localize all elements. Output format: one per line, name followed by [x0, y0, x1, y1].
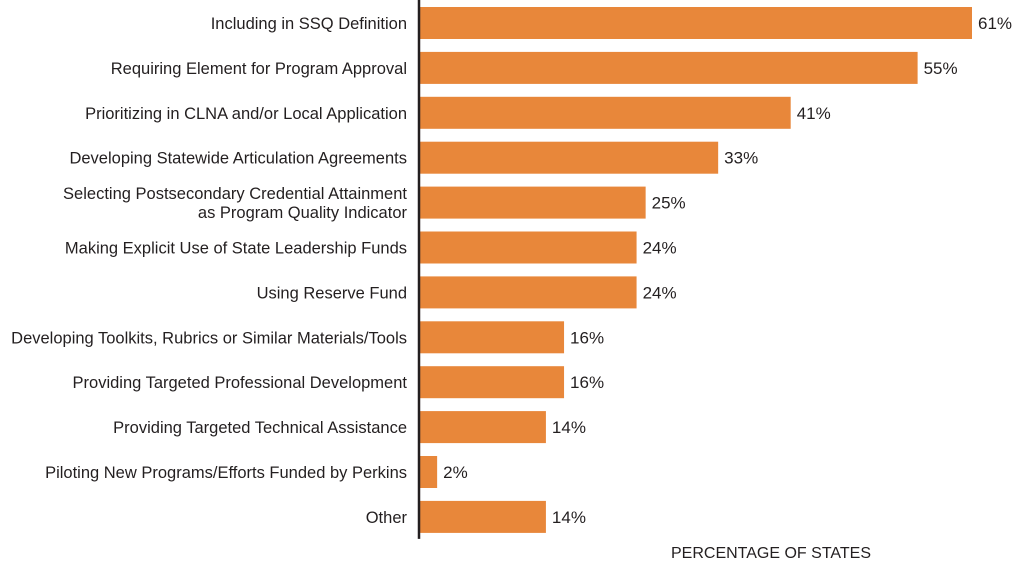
- bar: [419, 276, 637, 309]
- category-label: Requiring Element for Program Approval: [111, 60, 407, 78]
- value-label: 61%: [978, 14, 1012, 33]
- category-label: Including in SSQ Definition: [211, 15, 407, 33]
- bar: [419, 231, 637, 264]
- value-label: 2%: [443, 463, 468, 482]
- category-labels-group: Including in SSQ Definition Requiring Ele…: [11, 15, 407, 527]
- bar: [419, 51, 918, 84]
- category-label: Selecting Postsecondary Credential Attai…: [63, 185, 407, 203]
- bar: [419, 96, 791, 129]
- bar: [419, 7, 972, 39]
- bar: [419, 186, 646, 219]
- category-label: Making Explicit Use of State Leadership …: [65, 240, 407, 258]
- category-label: Piloting New Programs/Efforts Funded by …: [45, 464, 407, 482]
- value-label: 16%: [570, 373, 604, 392]
- bar: [419, 141, 719, 174]
- value-label: 24%: [643, 283, 677, 302]
- category-label: Providing Targeted Professional Developm…: [73, 374, 408, 392]
- bar: [419, 456, 438, 488]
- value-label: 24%: [643, 239, 677, 258]
- value-label: 41%: [797, 104, 831, 123]
- value-label: 33%: [724, 149, 758, 168]
- bar: [419, 321, 565, 354]
- category-label: Prioritizing in CLNA and/or Local Applic…: [85, 105, 407, 123]
- value-labels-group: 61% 55% 41% 33% 25% 24% 24% 16% 16% 14% 2% 14%: [443, 14, 1012, 527]
- bars-group: [419, 7, 972, 533]
- bar: [419, 366, 565, 399]
- x-axis-title: PERCENTAGE OF STATES: [671, 545, 871, 562]
- value-label: 14%: [552, 418, 586, 437]
- category-label: Providing Targeted Technical Assistance: [113, 419, 407, 437]
- value-label: 16%: [570, 328, 604, 347]
- bar: [419, 411, 546, 444]
- category-label: Developing Statewide Articulation Agreem…: [69, 150, 407, 168]
- category-label: Developing Toolkits, Rubrics or Similar …: [11, 329, 407, 347]
- value-label: 14%: [552, 508, 586, 527]
- value-label: 55%: [924, 59, 958, 78]
- category-label: Other: [366, 509, 408, 527]
- value-label: 25%: [652, 194, 686, 213]
- category-label: as Program Quality Indicator: [198, 204, 408, 222]
- bar: [419, 500, 546, 533]
- category-label: Using Reserve Fund: [257, 284, 407, 302]
